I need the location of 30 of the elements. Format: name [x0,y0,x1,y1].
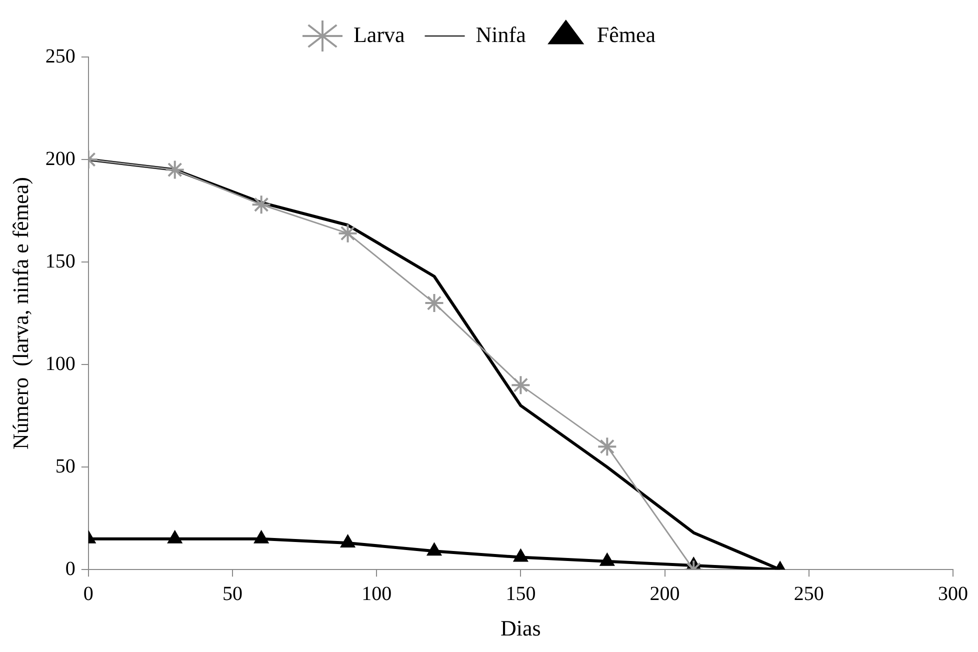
x-tick-label: 50 [222,582,242,605]
point [600,552,615,566]
x-tick-label: 250 [794,582,824,605]
point [254,530,269,544]
point [338,223,358,244]
point [167,530,182,544]
point [251,194,272,215]
legend-label: Larva [353,22,406,47]
y-axis-title: Número (larva, ninfa e fêmea) [8,177,33,450]
legend-label: Ninfa [476,22,526,47]
y-tick-label: 150 [45,250,76,272]
y-tick-label: 50 [55,455,76,478]
x-tick-label: 300 [938,582,968,605]
y-tick-label: 100 [45,352,76,375]
y-tick-label: 250 [45,45,76,68]
y-tick-label: 200 [45,148,76,170]
x-tick-label: 200 [650,582,680,605]
x-tick-label: 0 [83,582,94,605]
x-tick-label: 100 [362,582,392,605]
point [164,160,185,180]
point [513,548,528,562]
x-axis-title: Dias [500,616,541,641]
y-tick-label: 0 [65,558,76,580]
point [424,293,444,314]
point [340,534,356,548]
x-tick-label: 150 [506,582,536,605]
point [597,436,618,457]
point [510,375,531,396]
legend-label: Fêmea [596,22,656,47]
point [426,542,442,556]
